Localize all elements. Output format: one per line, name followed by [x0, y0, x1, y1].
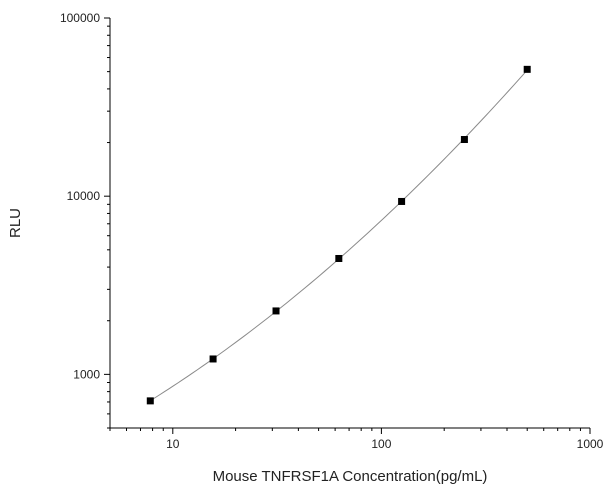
y-tick-label: 1000	[73, 367, 100, 381]
x-tick-label: 1000	[577, 437, 604, 451]
data-point	[209, 355, 217, 363]
data-point	[460, 136, 468, 144]
y-ticks: 1000 10000 100000	[60, 11, 110, 429]
data-point	[335, 254, 343, 262]
y-tick-label: 100000	[60, 11, 100, 25]
x-tick-label: 10	[166, 437, 180, 451]
x-tick-label: 100	[371, 437, 391, 451]
data-point	[523, 65, 531, 73]
x-axis-title: Mouse TNFRSF1A Concentration(pg/mL)	[213, 468, 488, 485]
x-ticks: 10 100 1000	[109, 428, 604, 451]
axes	[109, 18, 590, 429]
fit-curve	[150, 69, 528, 402]
data-point	[146, 397, 154, 405]
y-axis-title: RLU	[7, 208, 24, 238]
data-point	[272, 307, 280, 315]
data-points	[146, 65, 531, 405]
y-tick-label: 10000	[67, 189, 101, 203]
data-point	[398, 197, 406, 205]
